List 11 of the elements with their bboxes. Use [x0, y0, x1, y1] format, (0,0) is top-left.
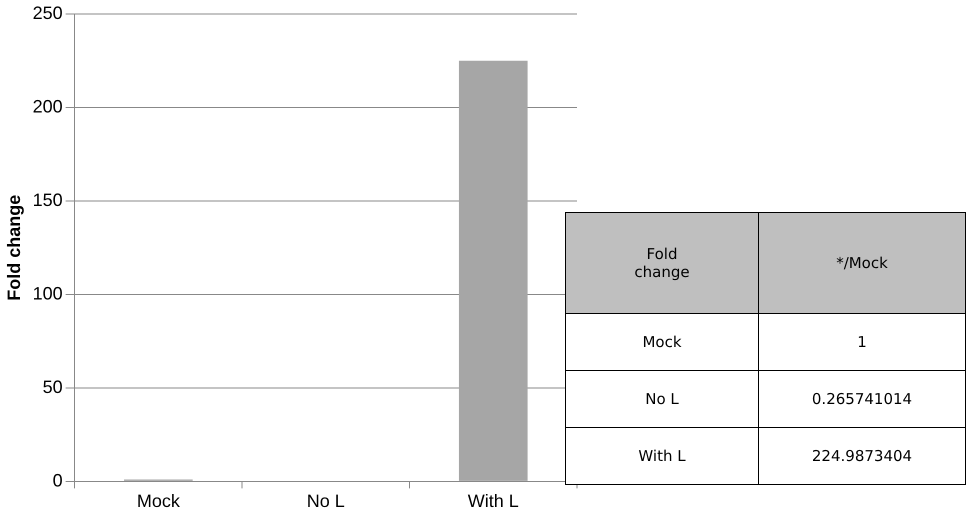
y-axis-title: Fold change — [4, 194, 24, 301]
table: Fold change */Mock Mock 1 No L 0.265741014 With L 224.9873404 — [565, 212, 966, 485]
x-tick-label: Mock — [136, 491, 181, 512]
x-tick-label: No L — [306, 491, 345, 512]
x-tick-label: With L — [468, 491, 519, 512]
y-tick-label: 100 — [32, 283, 63, 304]
y-tick-label: 50 — [42, 376, 63, 397]
y-tick-label: 200 — [32, 96, 63, 116]
y-tick-label: 250 — [32, 2, 63, 23]
y-tick-label: 150 — [32, 190, 63, 210]
y-tick-label: 0 — [52, 470, 63, 490]
